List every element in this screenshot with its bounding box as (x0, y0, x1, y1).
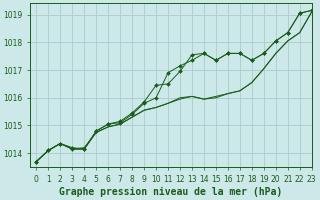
X-axis label: Graphe pression niveau de la mer (hPa): Graphe pression niveau de la mer (hPa) (60, 186, 283, 197)
